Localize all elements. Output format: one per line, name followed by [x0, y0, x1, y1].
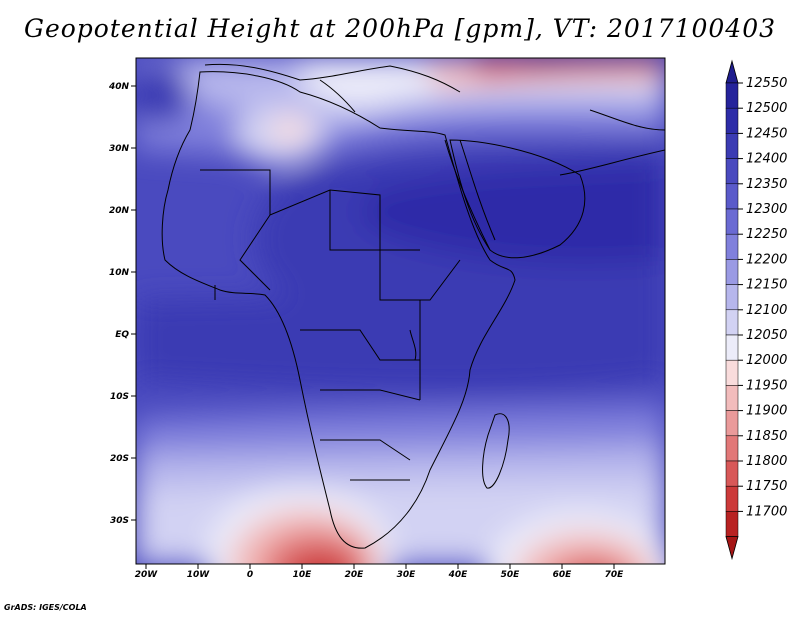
lat-label: 20S	[110, 454, 129, 464]
colorbar-swatch	[725, 359, 739, 386]
colorbar-bottom-arrow	[725, 536, 739, 561]
longitude-axis: 20W 10W 0 10E 20E 30E 40E 50E 60E 70E	[135, 564, 624, 580]
colorbar-label: 11900	[746, 404, 787, 419]
lon-label: 10W	[187, 570, 211, 580]
coastlines	[161, 63, 665, 549]
lon-label: 70E	[605, 570, 625, 580]
credit-text: GrADS: IGES/COLA	[4, 603, 87, 612]
colorbar-label: 12000	[746, 353, 787, 368]
colorbar-label: 12500	[746, 101, 787, 116]
colorbar-label: 12550	[746, 76, 787, 91]
colorbar-swatch	[725, 233, 739, 260]
colorbar-swatch	[725, 107, 739, 134]
lon-label: 60E	[553, 570, 573, 580]
colorbar-swatch	[725, 284, 739, 311]
plot-frame	[135, 57, 666, 565]
colorbar-label: 12150	[746, 278, 787, 293]
colorbar-swatch	[725, 82, 739, 109]
lat-label: 30S	[110, 516, 129, 526]
lon-label: 40E	[448, 570, 469, 580]
colorbar-swatch	[725, 410, 739, 437]
colorbar-label: 11750	[746, 479, 787, 494]
colorbar-swatch	[725, 511, 739, 537]
lon-label: 20E	[345, 570, 365, 580]
lon-label: 20W	[135, 570, 159, 580]
map-title: Geopotential Height at 200hPa [gpm], VT:…	[23, 14, 777, 43]
colorbar-label: 12350	[746, 177, 787, 192]
colorbar-swatch	[725, 133, 739, 159]
colorbar-swatch	[725, 259, 739, 285]
lat-label: 40N	[108, 82, 130, 92]
colorbar-label: 12450	[746, 126, 787, 141]
colorbar-label: 11700	[746, 504, 787, 519]
colorbar: 12550 12500 12450 12400 12350 12300 12250 12200…	[725, 59, 787, 561]
lon-label: 0	[247, 570, 253, 580]
colorbar-swatch	[725, 309, 739, 336]
colorbar-label: 12050	[746, 328, 787, 343]
colorbar-label: 11950	[746, 378, 787, 393]
colorbar-label: 12300	[746, 202, 787, 217]
colorbar-swatch	[725, 158, 739, 185]
colorbar-swatch	[725, 334, 739, 361]
colorbar-label: 12400	[746, 152, 787, 167]
latitude-axis: 40N 30N 20N 10N EQ 10S 20S 30S	[108, 82, 136, 526]
lat-label: EQ	[115, 330, 129, 340]
lon-label: 30E	[397, 570, 417, 580]
colorbar-label: 12250	[746, 227, 787, 242]
lon-label: 50E	[501, 570, 521, 580]
colorbar-swatch	[725, 435, 739, 462]
lat-label: 10S	[110, 392, 129, 402]
colorbar-label: 11800	[746, 454, 787, 469]
colorbar-top-arrow	[725, 59, 739, 84]
lat-label: 30N	[109, 144, 130, 154]
colorbar-label: 12200	[746, 252, 787, 267]
colorbar-swatch	[725, 183, 739, 210]
colorbar-swatch	[725, 385, 739, 411]
lat-label: 10N	[109, 268, 130, 278]
colorbar-label: 12100	[746, 303, 787, 318]
lat-label: 20N	[109, 206, 130, 216]
lon-label: 10E	[293, 570, 313, 580]
colorbar-swatch	[725, 485, 739, 512]
colorbar-label: 11850	[746, 429, 787, 444]
height-field	[136, 58, 665, 564]
colorbar-swatch	[725, 208, 739, 235]
colorbar-swatch	[725, 460, 739, 487]
